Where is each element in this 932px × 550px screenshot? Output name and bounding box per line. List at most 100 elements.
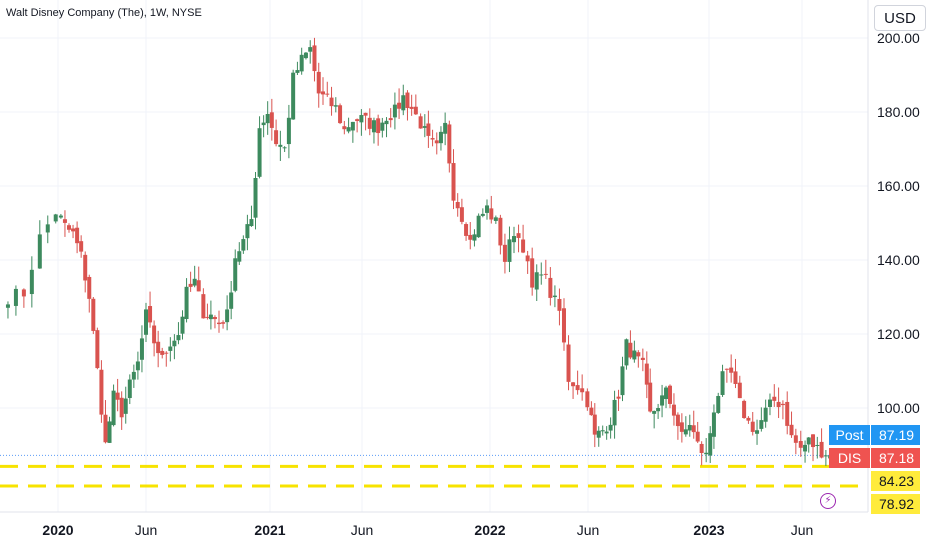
candle-down bbox=[201, 294, 206, 319]
candle-down bbox=[575, 385, 580, 391]
candle-down bbox=[164, 352, 169, 354]
candle-up bbox=[241, 239, 246, 251]
candle-up bbox=[295, 70, 300, 73]
price-axis[interactable]: 100.00 120.00 140.00 160.00 180.00 200.00 bbox=[877, 30, 920, 416]
candle-up bbox=[123, 398, 128, 414]
candle-down bbox=[103, 414, 108, 443]
candle-up bbox=[656, 408, 661, 412]
candle-down bbox=[468, 234, 473, 240]
candle-down bbox=[413, 106, 418, 115]
candle-up bbox=[443, 122, 448, 134]
candle-up bbox=[708, 433, 713, 456]
candle-down bbox=[95, 330, 100, 369]
grid-layer bbox=[0, 0, 868, 512]
candle-down bbox=[99, 369, 104, 415]
candle-up bbox=[552, 295, 557, 298]
candle-down bbox=[592, 414, 597, 435]
candle-down bbox=[640, 357, 645, 361]
candle-down bbox=[675, 414, 680, 427]
candle-down bbox=[489, 208, 494, 220]
candle-up bbox=[359, 115, 364, 123]
candle-down bbox=[329, 97, 334, 107]
lightning-icon[interactable]: ⚡︎ bbox=[820, 493, 836, 509]
candle-up bbox=[485, 205, 490, 213]
currency-button[interactable]: USD bbox=[874, 5, 926, 31]
candle-down bbox=[616, 396, 621, 399]
candle-down bbox=[405, 92, 410, 109]
candle-up bbox=[135, 361, 140, 371]
candle-up bbox=[493, 217, 498, 221]
price-tick-label: 120.00 bbox=[877, 326, 920, 342]
candle-down bbox=[585, 391, 590, 408]
level-84-tag: 84.23 bbox=[871, 471, 920, 491]
candle-down bbox=[67, 225, 71, 230]
time-tick-label: 2021 bbox=[254, 522, 285, 538]
dis-price-tag: 87.18 bbox=[871, 448, 920, 468]
candle-down bbox=[464, 224, 469, 236]
time-axis[interactable]: 2020 Jun 2021 Jun 2022 Jun 2023 Jun bbox=[42, 522, 813, 538]
support-levels bbox=[0, 454, 868, 488]
candle-down bbox=[571, 382, 576, 387]
chart-title: Walt Disney Company (The), 1W, NYSE bbox=[6, 7, 202, 19]
dis-label-tag: DIS bbox=[829, 448, 870, 468]
candle-down bbox=[776, 401, 781, 408]
candle-down bbox=[530, 258, 535, 288]
candle-up bbox=[45, 224, 50, 233]
candle-down bbox=[729, 367, 734, 373]
candle-up bbox=[5, 304, 10, 308]
candle-down bbox=[746, 417, 751, 421]
candle-down bbox=[355, 119, 360, 122]
candle-down bbox=[188, 283, 193, 287]
candle-down bbox=[636, 352, 641, 357]
candle-down bbox=[217, 322, 222, 325]
candle-up bbox=[144, 309, 148, 335]
candle-down bbox=[525, 255, 530, 262]
candle-up bbox=[652, 411, 657, 414]
candle-down bbox=[737, 382, 742, 399]
candle-up bbox=[249, 219, 254, 227]
candle-down bbox=[156, 341, 161, 354]
candle-down bbox=[780, 403, 785, 406]
candle-down bbox=[447, 124, 452, 164]
candle-up bbox=[604, 431, 609, 434]
candle-up bbox=[384, 120, 389, 125]
candle-down bbox=[152, 325, 157, 344]
candle-up bbox=[168, 346, 173, 351]
time-tick-label: 2020 bbox=[42, 522, 73, 538]
candle-down bbox=[498, 217, 503, 246]
candle-down bbox=[793, 435, 798, 443]
candle-up bbox=[763, 407, 768, 422]
candle-up bbox=[815, 444, 820, 446]
candle-up bbox=[612, 399, 617, 426]
candle-up bbox=[139, 338, 144, 360]
price-tick-label: 100.00 bbox=[877, 400, 920, 416]
candle-down bbox=[798, 440, 803, 448]
candle-down bbox=[521, 239, 526, 253]
post-label-tag: Post bbox=[829, 425, 870, 445]
candle-up bbox=[704, 452, 709, 455]
time-tick-label: Jun bbox=[351, 522, 374, 538]
candle-down bbox=[543, 273, 548, 275]
candle-down bbox=[205, 316, 210, 318]
candle-down bbox=[71, 228, 76, 232]
candle-up bbox=[265, 114, 270, 124]
candle-down bbox=[196, 280, 201, 292]
candle-up bbox=[37, 234, 42, 269]
candle-up bbox=[687, 424, 692, 431]
candle-down bbox=[388, 118, 393, 121]
candle-up bbox=[401, 95, 406, 111]
candle-down bbox=[789, 424, 794, 436]
candle-down bbox=[648, 382, 653, 412]
candle-down bbox=[342, 126, 347, 130]
candle-down bbox=[91, 298, 96, 331]
candle-down bbox=[566, 344, 571, 382]
candle-down bbox=[580, 388, 585, 393]
candle-up bbox=[380, 122, 385, 131]
candle-up bbox=[282, 147, 287, 149]
candle-down bbox=[269, 112, 274, 128]
candle-down bbox=[724, 368, 729, 370]
candle-down bbox=[455, 202, 460, 209]
candle-up bbox=[58, 215, 63, 218]
candle-down bbox=[502, 244, 507, 262]
